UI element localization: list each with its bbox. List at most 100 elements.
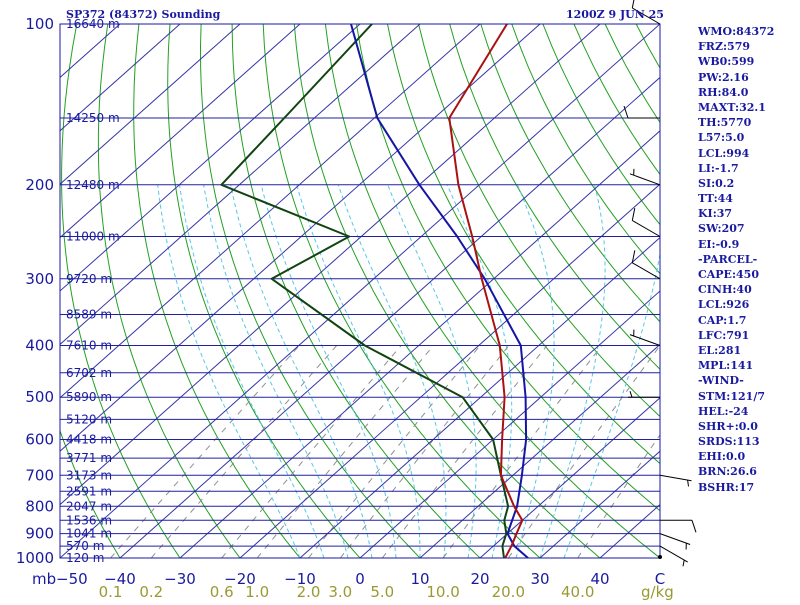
temperature-tick-label: 0: [355, 570, 365, 588]
wind-barb: [660, 546, 688, 566]
wind-barb: [632, 250, 660, 278]
mixing-ratio-line: [309, 346, 481, 559]
moist-adiabat: [564, 185, 667, 558]
index-line: KI:37: [698, 206, 798, 221]
height-label: 12480 m: [66, 178, 120, 192]
mixing-unit-label: g/kg: [641, 583, 674, 600]
index-line: LFC:791: [698, 328, 798, 343]
index-line: STM:121/7: [698, 389, 798, 404]
index-line: RH:84.0: [698, 85, 798, 100]
dry-adiabat: [168, 0, 371, 569]
temperature-tick-label: 30: [530, 570, 549, 588]
pressure-tick-label: 1000: [16, 549, 54, 567]
index-line: LCL:994: [698, 146, 798, 161]
pressure-tick-label: 900: [25, 525, 54, 543]
pressure-tick-label: 400: [25, 337, 54, 355]
index-line: SRDS:113: [698, 434, 798, 449]
wind-barb-half: [683, 560, 684, 566]
height-label: 5890 m: [66, 390, 112, 404]
sounding-profiles: [221, 24, 528, 558]
surface-marker: [658, 555, 662, 559]
mixing-ratio-line: [443, 346, 602, 559]
mixing-ratio-label: 5.0: [370, 583, 394, 600]
wind-barb: [632, 208, 660, 236]
pressure-tick-label: 100: [25, 15, 54, 33]
mixing-ratio-label: 40.0: [561, 583, 594, 600]
moist-adiabat: [540, 185, 605, 558]
index-line: EHI:0.0: [698, 449, 798, 464]
height-label: 4418 m: [66, 433, 112, 447]
height-label: 1536 m: [66, 513, 112, 527]
index-line: WMO:84372: [698, 24, 798, 39]
index-line: SI:0.2: [698, 176, 798, 191]
index-line: BSHR:17: [698, 480, 798, 495]
index-line: EI:-0.9: [698, 237, 798, 252]
index-line: HEL:-24: [698, 404, 798, 419]
moist-adiabat: [388, 185, 476, 558]
wind-barb-staff: [632, 221, 660, 237]
index-line: TH:5770: [698, 115, 798, 130]
height-label: 2591 m: [66, 484, 112, 498]
height-label: 11000 m: [66, 230, 120, 244]
wind-barb-half: [630, 391, 632, 397]
mixing-ratio-label: 0.2: [139, 583, 163, 600]
pressure-tick-label: 800: [25, 497, 54, 515]
wind-barb-staff: [630, 335, 660, 346]
dewpoint-profile: [221, 24, 508, 558]
wind-barbs: [624, 0, 696, 566]
moist-adiabat: [231, 185, 372, 558]
wind-barb: [660, 534, 690, 550]
wind-barb-staff: [660, 546, 688, 562]
height-label: 8589 m: [66, 308, 112, 322]
background-grid: [0, 0, 800, 569]
dry-adiabat: [232, 0, 492, 569]
index-line: TT:44: [698, 191, 798, 206]
index-line: EL:281: [698, 343, 798, 358]
mixing-ratio-line: [382, 346, 547, 559]
mixing-ratio-line: [222, 346, 402, 559]
mixing-ratio-line: [508, 346, 660, 559]
mixing-ratio-label: 0.6: [210, 583, 234, 600]
wind-barb-half: [688, 480, 689, 486]
moist-adiabat: [158, 185, 300, 558]
station-title: SP372 (84372) Sounding: [66, 8, 220, 21]
mixing-ratio-label: 2.0: [297, 583, 321, 600]
pressure-tick-label: 300: [25, 270, 54, 288]
wind-barb: [628, 391, 660, 397]
wind-barb: [630, 169, 660, 185]
index-line: SHR+:0.0: [698, 419, 798, 434]
height-label: 3771 m: [66, 451, 112, 465]
dry-adiabat: [98, 0, 248, 569]
index-line: PW:2.16: [698, 70, 798, 85]
wind-barb-full: [692, 520, 696, 532]
mixing-ratio-line: [111, 346, 300, 559]
wind-barb-full: [632, 0, 635, 8]
height-label: 3173 m: [66, 468, 112, 482]
wind-barb-staff: [660, 475, 692, 481]
temperature-tick-label: −30: [164, 570, 196, 588]
height-label: 6702 m: [66, 366, 112, 380]
index-line: WB0:599: [698, 54, 798, 69]
index-line: MPL:141: [698, 358, 798, 373]
pressure-tick-label: 500: [25, 388, 54, 406]
height-label: 2047 m: [66, 499, 112, 513]
height-label: 5120 m: [66, 412, 112, 426]
index-line: SW:207: [698, 221, 798, 236]
height-label: 120 m: [66, 551, 104, 565]
wind-barb-full: [632, 208, 635, 220]
moist-adiabat: [204, 185, 348, 558]
index-line: LCL:926: [698, 297, 798, 312]
index-line: CAPE:450: [698, 267, 798, 282]
mixing-ratio-label: 3.0: [328, 583, 352, 600]
index-line: BRN:26.6: [698, 464, 798, 479]
index-line: MAXT:32.1: [698, 100, 798, 115]
wind-barb-staff: [632, 263, 660, 279]
mixing-ratio-label: 10.0: [426, 583, 459, 600]
wind-barb-staff: [630, 174, 660, 185]
index-line: L57:5.0: [698, 130, 798, 145]
moist-adiabat: [516, 185, 554, 558]
pressure-tick-label: 200: [25, 176, 54, 194]
wind-barb-staff: [660, 534, 690, 545]
